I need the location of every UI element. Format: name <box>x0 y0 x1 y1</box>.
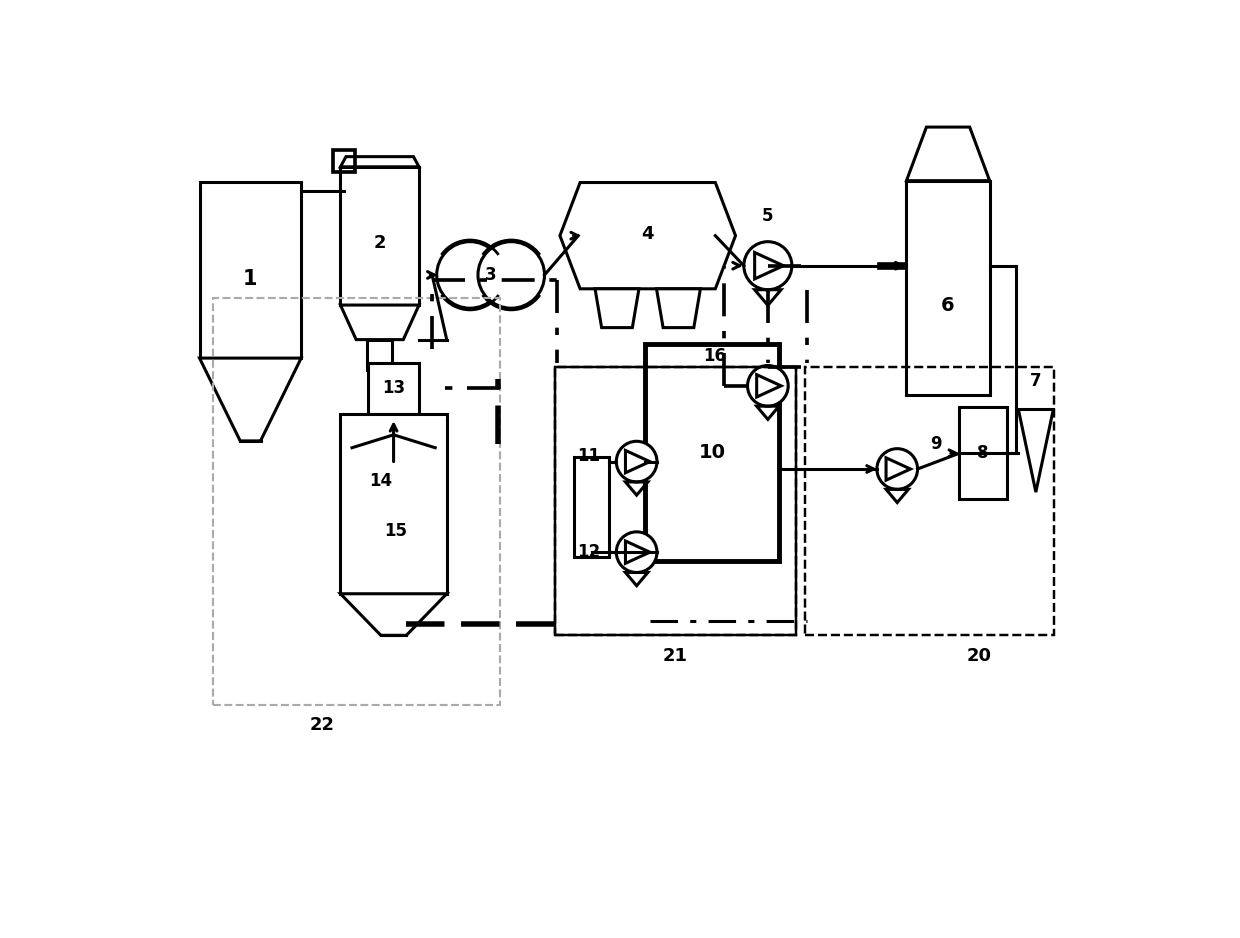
Text: 6: 6 <box>941 295 955 314</box>
Text: 10: 10 <box>699 444 725 462</box>
Text: 7: 7 <box>1030 372 1042 390</box>
Polygon shape <box>368 363 419 414</box>
Text: 20: 20 <box>967 646 992 665</box>
Polygon shape <box>574 457 609 557</box>
Circle shape <box>616 441 657 482</box>
Polygon shape <box>341 167 419 305</box>
Polygon shape <box>645 344 780 562</box>
Polygon shape <box>595 289 639 327</box>
Text: 22: 22 <box>310 716 335 734</box>
Text: 14: 14 <box>370 472 392 490</box>
Circle shape <box>477 242 544 309</box>
Text: 16: 16 <box>703 347 727 365</box>
Text: 1: 1 <box>243 269 258 289</box>
Circle shape <box>744 242 792 290</box>
Circle shape <box>748 366 789 406</box>
Circle shape <box>436 242 503 309</box>
Polygon shape <box>200 358 301 441</box>
Text: 8: 8 <box>977 445 990 462</box>
Polygon shape <box>560 183 735 289</box>
Polygon shape <box>367 340 392 371</box>
Text: 2: 2 <box>373 234 386 251</box>
Polygon shape <box>200 182 301 358</box>
Text: 13: 13 <box>382 379 405 397</box>
Text: 9: 9 <box>930 435 942 453</box>
Polygon shape <box>341 305 419 340</box>
Text: 11: 11 <box>577 446 600 464</box>
Polygon shape <box>906 181 990 395</box>
Circle shape <box>877 448 918 490</box>
Text: 12: 12 <box>577 543 600 561</box>
Polygon shape <box>960 407 1007 500</box>
Polygon shape <box>906 127 990 181</box>
Polygon shape <box>341 414 446 594</box>
Polygon shape <box>341 157 419 167</box>
Circle shape <box>616 532 657 572</box>
Text: 5: 5 <box>763 206 774 225</box>
Polygon shape <box>341 594 446 635</box>
Text: 15: 15 <box>384 522 407 540</box>
Text: 3: 3 <box>485 266 496 284</box>
Polygon shape <box>656 289 701 327</box>
Text: 4: 4 <box>641 224 653 243</box>
Text: 21: 21 <box>663 646 688 665</box>
